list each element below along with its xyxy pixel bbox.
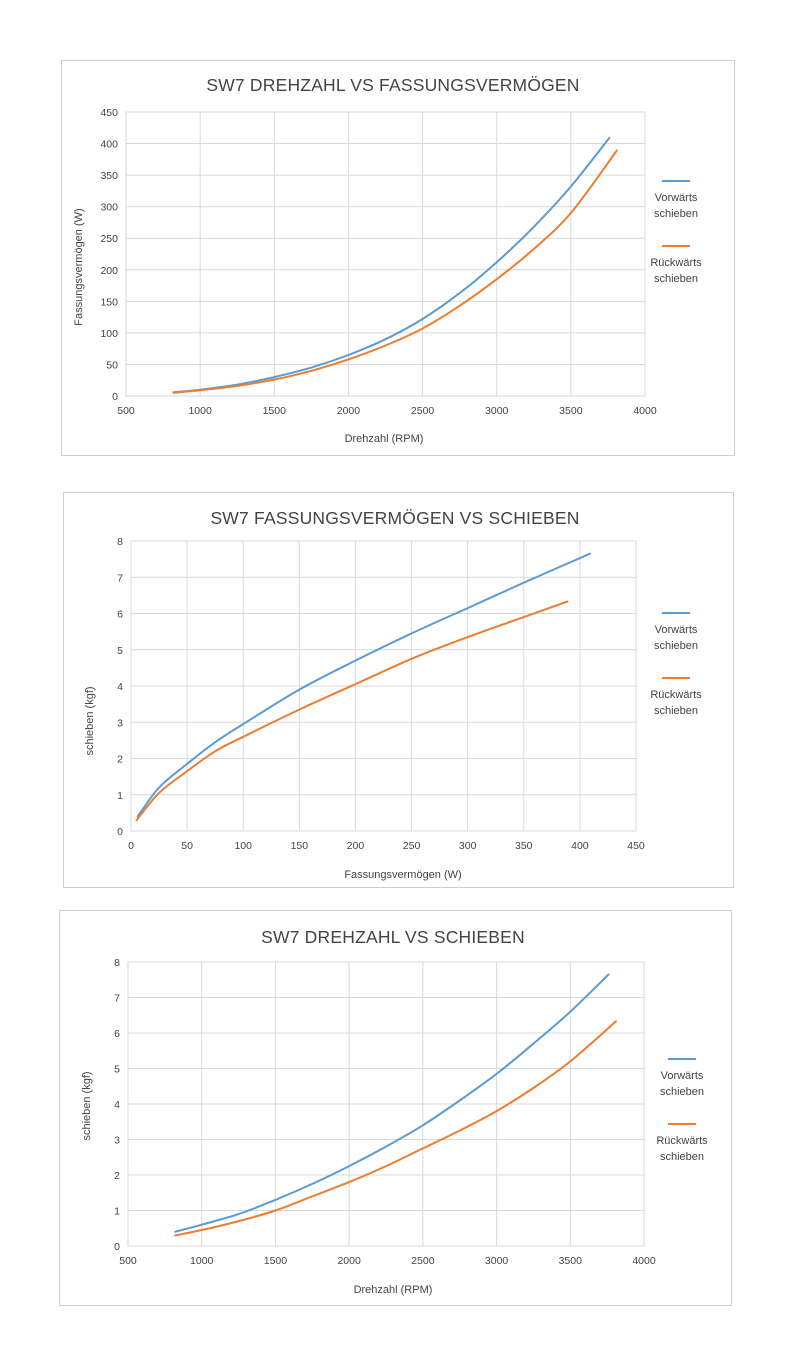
- legend-label-line: Vorwärts: [655, 624, 698, 636]
- x-tick-label: 350: [515, 840, 533, 852]
- x-tick-label: 3000: [485, 405, 509, 417]
- x-tick-label: 500: [117, 405, 135, 417]
- legend-label: Vorwärts schieben: [660, 1070, 704, 1098]
- y-tick-label: 4: [114, 1099, 120, 1111]
- y-tick-label: 2: [117, 754, 123, 766]
- chart-title: SW7 FASSUNGSVERMÖGEN VS SCHIEBEN: [210, 508, 579, 528]
- y-tick-label: 150: [100, 296, 118, 308]
- plot-area: [125, 111, 646, 397]
- x-tick-label: 100: [234, 840, 252, 852]
- x-tick-label: 4000: [632, 1255, 656, 1267]
- legend-label-line: schieben: [660, 1151, 704, 1163]
- chart-svg: SW7 DREHZAHL VS SCHIEBEN 0 1 2 3 4 5 6 7 8 500 100…: [81, 927, 708, 1296]
- y-tick-label: 250: [100, 233, 118, 245]
- x-axis-title: Fassungsvermögen (W): [344, 869, 461, 881]
- y-tick-label: 8: [117, 536, 123, 548]
- y-tick-label: 6: [114, 1028, 120, 1040]
- x-tick-label: 1000: [190, 1255, 214, 1267]
- x-tick-label: 1000: [188, 405, 212, 417]
- chart-title: SW7 DREHZAHL VS FASSUNGSVERMÖGEN: [206, 75, 579, 95]
- legend-label-line: Rückwärts: [650, 689, 702, 701]
- legend-label-line: Rückwärts: [650, 257, 702, 269]
- y-tick-label: 0: [112, 391, 118, 403]
- x-tick-label: 0: [128, 840, 134, 852]
- legend-label: Vorwärts schieben: [654, 192, 698, 220]
- legend-label-line: schieben: [654, 640, 698, 652]
- chart-title: SW7 DREHZAHL VS SCHIEBEN: [261, 927, 525, 947]
- x-tick-label: 500: [119, 1255, 137, 1267]
- y-axis-title: schieben (kgf): [81, 1071, 93, 1140]
- plot-area: [127, 961, 645, 1247]
- y-tick-label: 350: [100, 170, 118, 182]
- y-tick-label: 100: [100, 328, 118, 340]
- y-tick-label: 1: [117, 790, 123, 802]
- y-tick-label: 1: [114, 1206, 120, 1218]
- x-tick-label: 1500: [263, 405, 287, 417]
- y-axis-title: Fassungsvermögen (W): [73, 208, 85, 325]
- chart-panel-fassungsvermoegen-schieben: SW7 FASSUNGSVERMÖGEN VS SCHIEBEN 0 1 2 3 4 5 6…: [63, 492, 734, 888]
- y-tick-label: 6: [117, 609, 123, 621]
- y-tick-label: 7: [114, 993, 120, 1005]
- x-tick-label: 150: [291, 840, 309, 852]
- series-line-vorwaerts: [172, 136, 611, 394]
- y-tick-label: 3: [117, 717, 123, 729]
- x-axis-title: Drehzahl (RPM): [345, 433, 424, 445]
- y-tick-label: 50: [106, 359, 118, 371]
- plot-area: [130, 540, 637, 832]
- x-tick-label: 3500: [559, 1255, 583, 1267]
- y-tick-label: 7: [117, 572, 123, 584]
- series-line-vorwaerts: [136, 552, 591, 818]
- legend-label: Rückwärts schieben: [650, 257, 702, 285]
- y-tick-label: 450: [100, 107, 118, 119]
- y-tick-label: 2: [114, 1170, 120, 1182]
- chart-svg: SW7 DREHZAHL VS FASSUNGSVERMÖGEN 0 50 100 1…: [73, 75, 702, 445]
- legend-label-line: Rückwärts: [656, 1135, 708, 1147]
- legend-label: Rückwärts schieben: [656, 1135, 708, 1163]
- series-line-rueckwaerts: [174, 1020, 617, 1237]
- chart-panel-drehzahl-fassungsvermoegen: SW7 DREHZAHL VS FASSUNGSVERMÖGEN 0 50 100 1…: [61, 60, 735, 456]
- x-tick-label: 200: [347, 840, 365, 852]
- x-axis-title: Drehzahl (RPM): [354, 1284, 433, 1296]
- legend-label-line: schieben: [654, 273, 698, 285]
- x-tick-label: 2000: [337, 405, 361, 417]
- series-line-rueckwaerts: [135, 600, 569, 822]
- x-tick-label: 2500: [411, 1255, 435, 1267]
- series-line-vorwaerts: [174, 973, 610, 1233]
- x-tick-label: 300: [459, 840, 477, 852]
- x-tick-label: 450: [627, 840, 645, 852]
- y-tick-label: 5: [117, 645, 123, 657]
- x-tick-label: 2500: [411, 405, 435, 417]
- y-tick-label: 3: [114, 1135, 120, 1147]
- y-tick-label: 5: [114, 1064, 120, 1076]
- legend-label-line: schieben: [654, 705, 698, 717]
- y-tick-label: 0: [114, 1241, 120, 1253]
- x-tick-label: 400: [571, 840, 589, 852]
- legend-label-line: schieben: [660, 1086, 704, 1098]
- legend-label: Rückwärts schieben: [650, 689, 702, 717]
- x-tick-label: 1500: [264, 1255, 288, 1267]
- y-tick-label: 400: [100, 139, 118, 151]
- legend-label-line: schieben: [654, 208, 698, 220]
- series-line-rueckwaerts: [172, 149, 618, 394]
- x-tick-label: 50: [181, 840, 193, 852]
- chart-panel-drehzahl-schieben: SW7 DREHZAHL VS SCHIEBEN 0 1 2 3 4 5 6 7 8 500 100…: [59, 910, 732, 1306]
- y-axis-title: schieben (kgf): [84, 686, 96, 755]
- x-tick-label: 250: [403, 840, 421, 852]
- x-tick-label: 3500: [559, 405, 583, 417]
- y-tick-label: 8: [114, 957, 120, 969]
- y-tick-label: 300: [100, 202, 118, 214]
- y-tick-label: 200: [100, 265, 118, 277]
- x-tick-label: 2000: [337, 1255, 361, 1267]
- x-tick-label: 3000: [485, 1255, 509, 1267]
- y-tick-label: 0: [117, 826, 123, 838]
- y-tick-label: 4: [117, 681, 123, 693]
- legend-label: Vorwärts schieben: [654, 624, 698, 652]
- legend-label-line: Vorwärts: [655, 192, 698, 204]
- x-tick-label: 4000: [633, 405, 657, 417]
- legend-label-line: Vorwärts: [661, 1070, 704, 1082]
- chart-svg: SW7 FASSUNGSVERMÖGEN VS SCHIEBEN 0 1 2 3 4 5 6…: [84, 508, 702, 881]
